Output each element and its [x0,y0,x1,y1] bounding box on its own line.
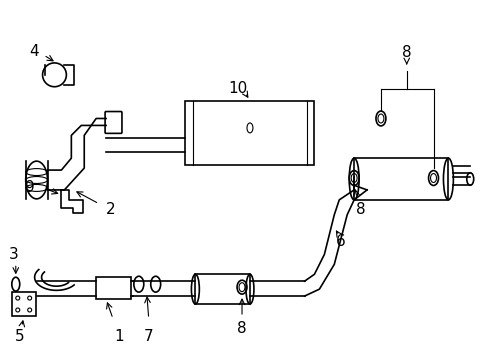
Text: 10: 10 [228,81,247,96]
Text: 4: 4 [29,44,39,59]
Bar [185,100,314,165]
Text: 8: 8 [401,45,411,60]
Bar [195,274,249,304]
Text: 2: 2 [106,202,116,217]
Bar [12,292,36,316]
Text: 8: 8 [356,202,365,217]
Text: 3: 3 [9,247,19,262]
Text: 6: 6 [336,234,346,249]
Text: 8: 8 [237,321,246,336]
Text: 7: 7 [143,329,153,344]
Text: 9: 9 [25,180,35,195]
Bar [96,277,131,299]
Text: 5: 5 [15,329,24,344]
Text: 1: 1 [114,329,123,344]
Bar [353,158,447,200]
